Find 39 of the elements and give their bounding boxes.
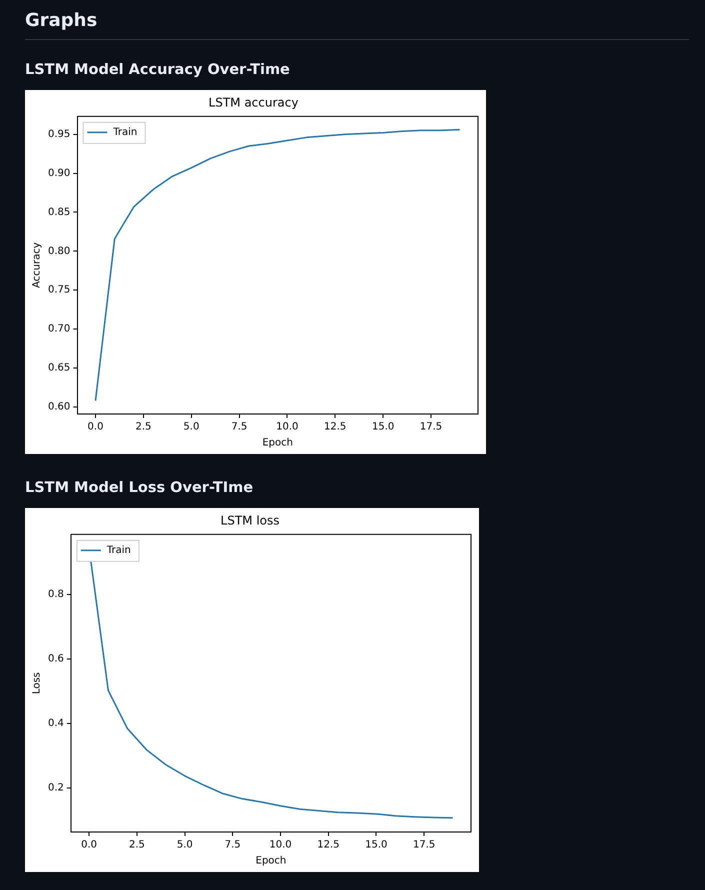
chart-title: LSTM accuracy	[208, 95, 298, 110]
x-tick-label: 10.0	[269, 840, 292, 851]
legend-label: Train	[112, 126, 138, 138]
y-axis-title: Loss	[32, 672, 43, 694]
chart-title: LSTM loss	[220, 513, 280, 528]
x-tick-label: 17.5	[420, 422, 442, 433]
x-axis-title: Epoch	[262, 438, 293, 449]
y-tick-label: 0.60	[48, 402, 70, 413]
y-tick-label: 0.90	[48, 168, 70, 179]
y-tick-label: 0.95	[48, 128, 70, 140]
y-tick-label: 0.70	[48, 324, 70, 335]
y-tick-label: 0.75	[48, 284, 70, 296]
x-axis-title: Epoch	[256, 856, 286, 867]
y-tick-label: 0.6	[48, 653, 64, 664]
x-tick-label: 12.5	[317, 840, 340, 851]
x-tick-label: 17.5	[412, 840, 436, 851]
y-tick-label: 0.8	[48, 588, 64, 600]
x-tick-label: 2.5	[128, 840, 145, 851]
y-tick-label: 0.2	[48, 782, 64, 794]
y-tick-label: 0.80	[48, 246, 70, 257]
legend-label: Train	[106, 544, 131, 556]
text: Graphs	[25, 6, 689, 40]
chart-subtitle: LSTM Model Accuracy Over-Time	[25, 62, 291, 78]
x-tick-label: 7.5	[231, 422, 248, 433]
x-tick-label: 7.5	[224, 840, 241, 851]
chart-subtitle: LSTM Model Loss Over-TIme	[25, 480, 254, 496]
y-tick-label: 0.65	[48, 362, 70, 374]
y-tick-label: 0.85	[48, 206, 70, 218]
x-tick-label: 2.5	[135, 422, 152, 433]
y-axis-title: Accuracy	[32, 242, 43, 288]
y-tick-label: 0.4	[48, 718, 64, 729]
x-tick-label: 0.0	[88, 422, 104, 433]
x-tick-label: 15.0	[365, 840, 388, 851]
x-tick-label: 10.0	[276, 422, 298, 433]
x-tick-label: 0.0	[81, 840, 98, 851]
x-tick-label: 5.0	[183, 422, 200, 433]
x-tick-label: 5.0	[176, 840, 193, 851]
x-tick-label: 15.0	[372, 422, 394, 433]
x-tick-label: 12.5	[324, 422, 346, 433]
